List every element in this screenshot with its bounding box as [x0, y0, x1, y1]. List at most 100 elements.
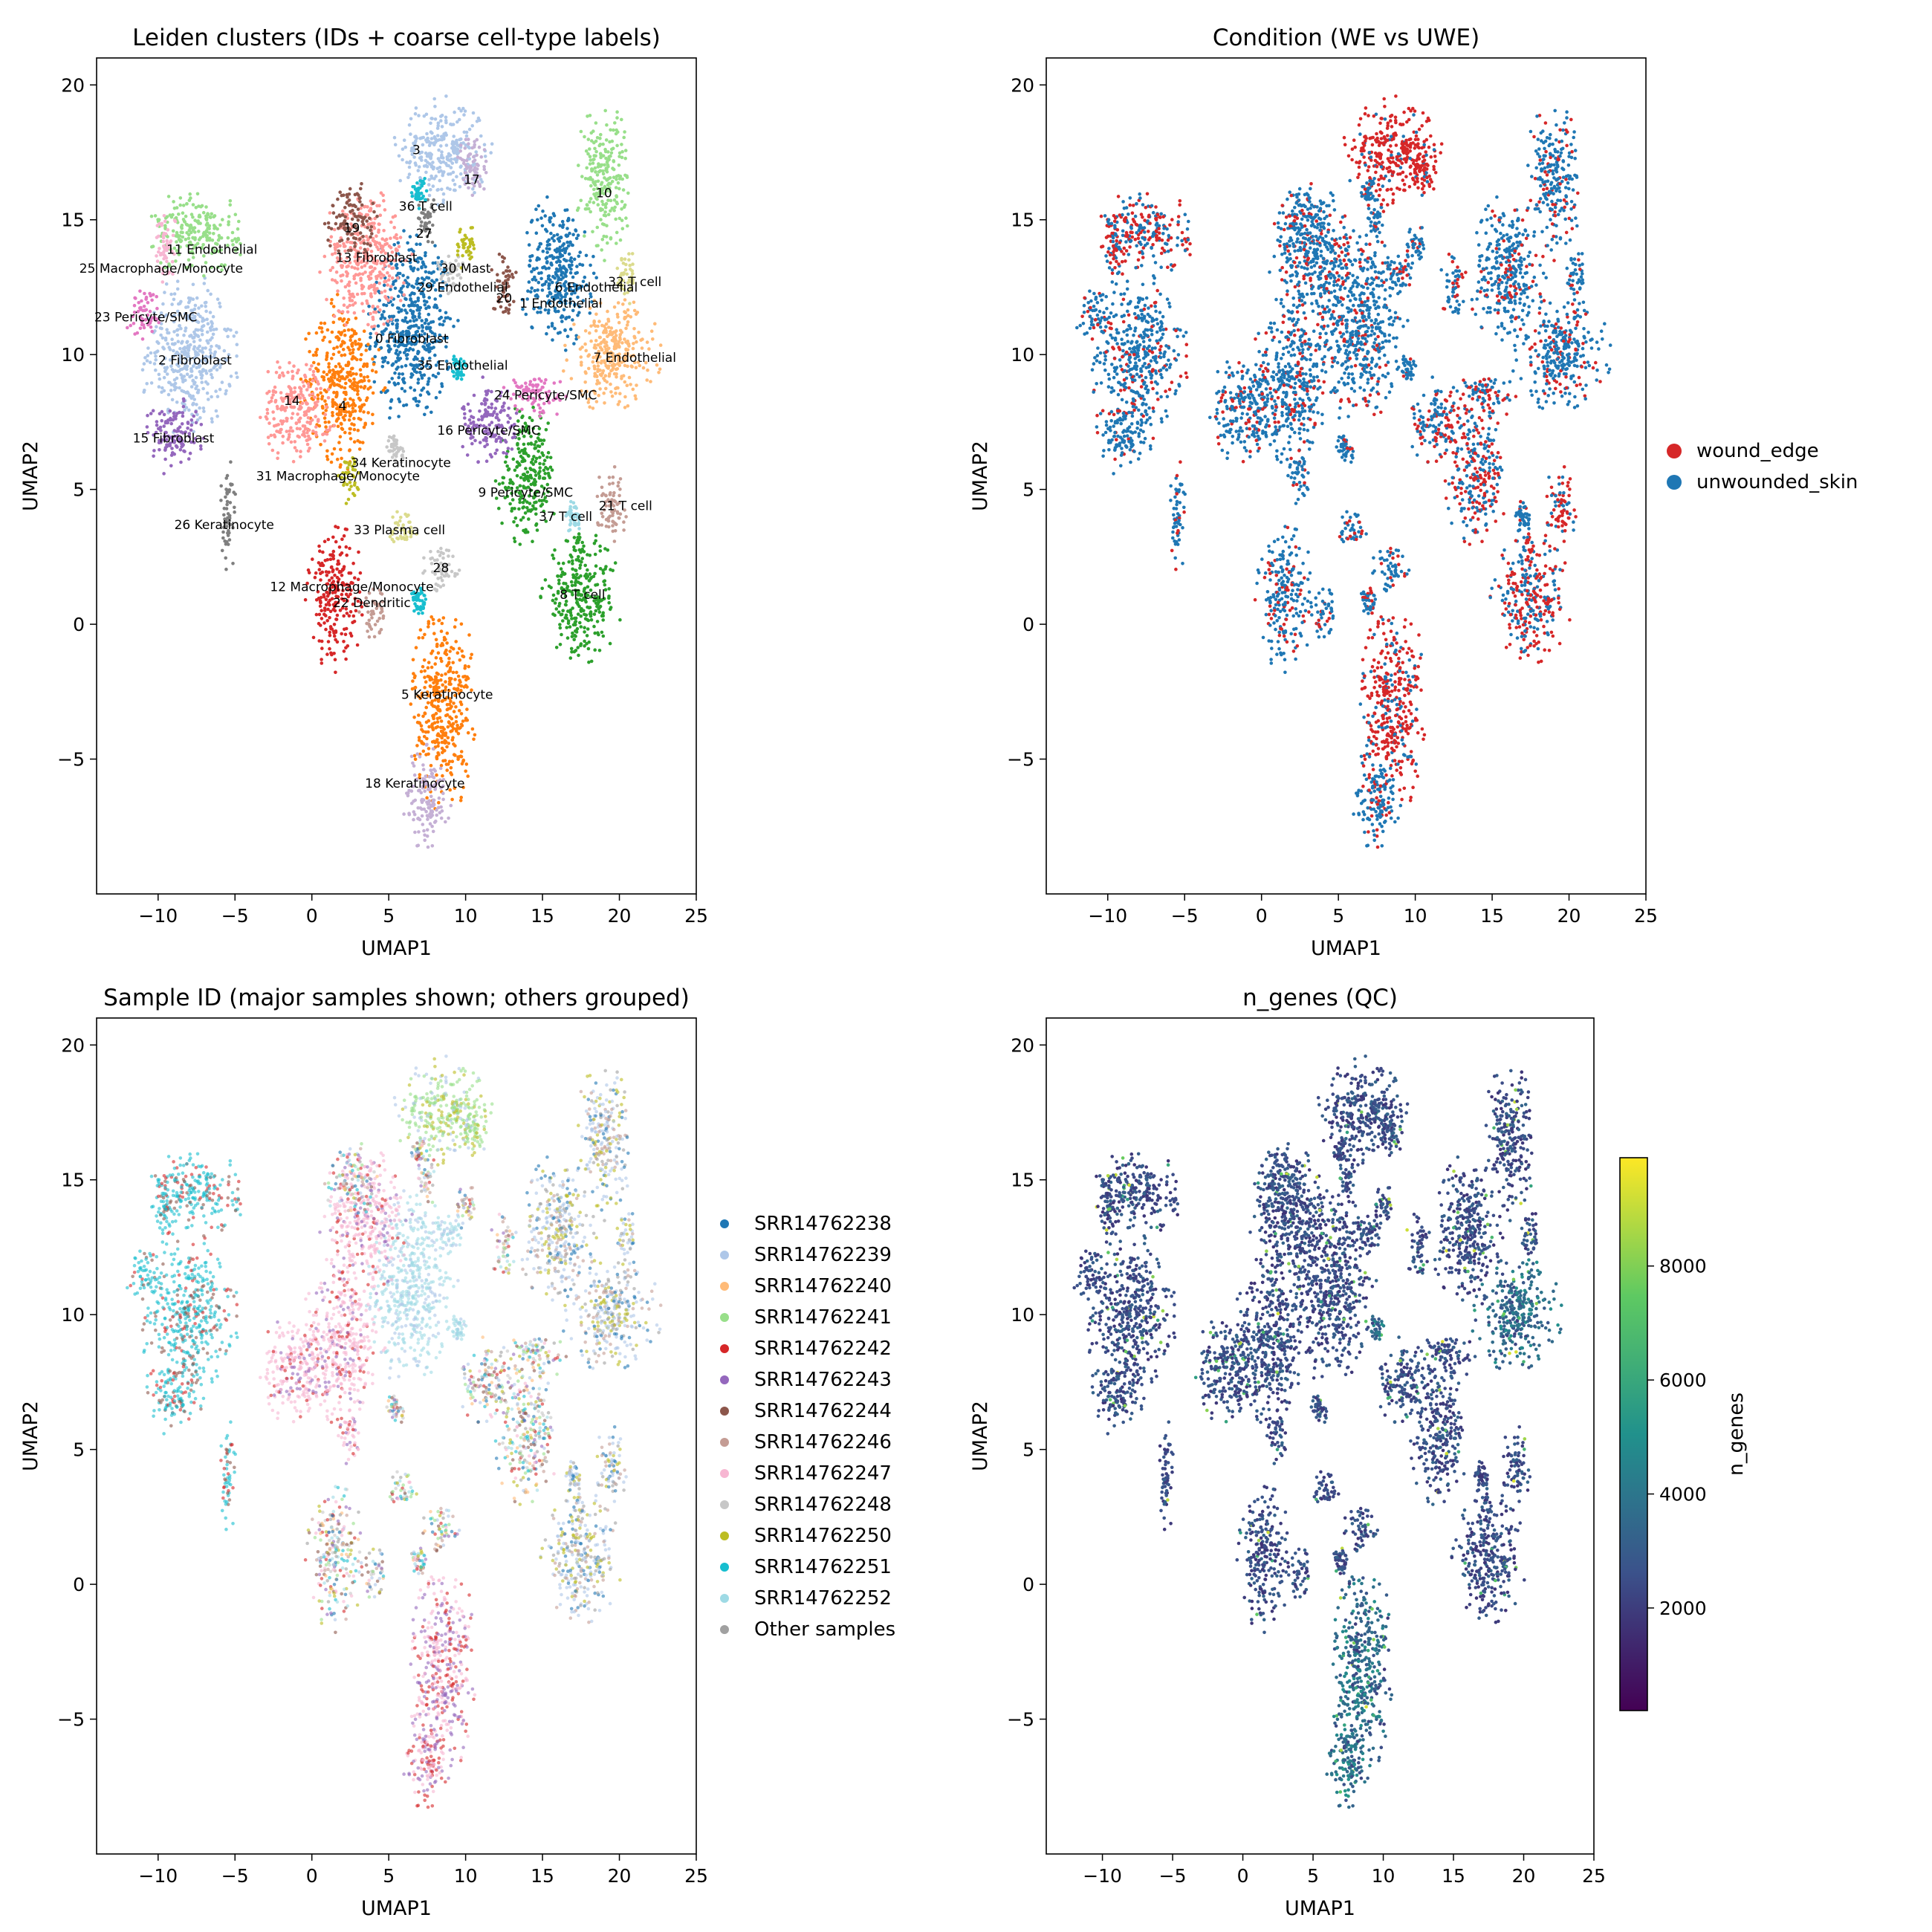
cell-point — [538, 456, 542, 459]
cell-point — [445, 745, 449, 749]
cell-point — [334, 670, 337, 675]
cell-point — [595, 494, 600, 499]
cell-point — [425, 140, 429, 144]
cell-point — [658, 343, 663, 347]
cell-point — [183, 346, 187, 350]
cell-point — [426, 845, 430, 849]
cell-point — [617, 481, 620, 484]
cell-point — [357, 396, 361, 401]
cell-point — [389, 288, 392, 291]
cell-point — [409, 754, 414, 759]
cell-point — [444, 143, 449, 147]
cell-point — [335, 293, 340, 296]
cell-point — [439, 629, 444, 633]
cell-point — [348, 427, 352, 431]
cell-point — [177, 213, 181, 216]
cell-point — [440, 125, 444, 129]
cell-point — [370, 369, 375, 373]
cell-point — [549, 231, 553, 236]
cell-point — [375, 234, 378, 239]
cell-point — [447, 158, 450, 162]
cell-point — [167, 346, 171, 349]
cell-point — [226, 334, 230, 339]
cell-point — [357, 347, 360, 351]
cell-point — [314, 350, 318, 354]
cell-point — [536, 247, 540, 251]
cell-point — [617, 163, 621, 167]
cell-point — [444, 360, 449, 363]
cell-point — [432, 622, 435, 626]
cell-point — [435, 813, 438, 817]
cell-point — [511, 276, 515, 279]
cell-point — [351, 208, 354, 213]
cell-point — [579, 625, 583, 629]
cell-point — [600, 237, 605, 242]
cell-point — [595, 225, 600, 230]
cell-point — [580, 560, 583, 564]
cell-point — [449, 682, 453, 687]
cell-point — [469, 656, 473, 660]
cell-point — [344, 323, 348, 327]
cell-point — [624, 216, 628, 220]
cell-point — [597, 476, 601, 479]
cell-point — [370, 232, 374, 236]
cell-point — [443, 749, 447, 753]
cell-point — [369, 283, 374, 288]
cell-point — [545, 250, 549, 254]
cell-point — [447, 172, 450, 176]
cell-point — [314, 433, 319, 437]
cell-point — [185, 223, 189, 227]
cell-point — [580, 557, 584, 560]
cell-point — [319, 443, 322, 447]
cell-point — [540, 451, 544, 455]
cell-point — [163, 369, 167, 374]
cell-point — [324, 425, 328, 429]
cell-point — [560, 314, 564, 319]
cell-point — [471, 187, 475, 191]
cell-point — [415, 403, 419, 407]
cell-point — [470, 146, 474, 150]
cell-point — [579, 574, 583, 578]
cell-point — [206, 322, 210, 326]
cell-point — [417, 713, 421, 717]
cell-point — [634, 312, 638, 317]
cell-point — [454, 617, 458, 622]
cell-point — [551, 338, 554, 342]
cell-point — [398, 357, 403, 360]
cell-point — [396, 345, 401, 349]
cell-point — [198, 338, 202, 343]
cell-point — [278, 366, 282, 369]
cell-point — [181, 218, 186, 221]
cell-point — [421, 768, 426, 771]
cell-point — [548, 465, 553, 470]
cell-point — [181, 211, 185, 215]
cell-point — [430, 279, 434, 283]
cell-point — [612, 539, 617, 543]
cell-point — [172, 297, 176, 302]
cell-point — [588, 162, 592, 166]
cell-point — [480, 418, 484, 422]
cell-point — [317, 362, 321, 366]
cell-point — [328, 211, 332, 215]
cell-point — [286, 370, 290, 375]
cell-point — [376, 305, 380, 309]
cell-point — [387, 380, 391, 384]
cell-point — [481, 375, 484, 379]
cell-point — [346, 317, 351, 322]
cell-point — [233, 213, 238, 217]
cell-point — [451, 646, 456, 651]
cell-point — [435, 733, 440, 737]
cell-point — [429, 155, 433, 159]
cell-point — [582, 544, 586, 548]
cell-point — [422, 114, 427, 118]
cell-point — [504, 269, 508, 273]
cell-point — [382, 198, 386, 203]
cell-point — [184, 237, 188, 242]
cell-point — [205, 317, 209, 322]
cell-point — [545, 331, 548, 336]
cell-point — [310, 418, 314, 422]
cell-point — [547, 283, 551, 288]
cell-point — [609, 390, 613, 394]
cell-point — [460, 649, 464, 653]
cell-point — [384, 303, 389, 308]
